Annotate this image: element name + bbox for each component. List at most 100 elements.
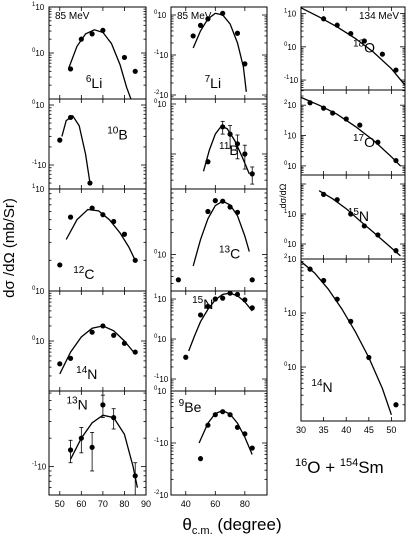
- data-point: [89, 329, 95, 335]
- data-point: [121, 231, 128, 237]
- data-point: [321, 277, 327, 284]
- x-tick-label: 60: [76, 499, 86, 509]
- panel-label-18O-sup: 18: [353, 39, 365, 50]
- y-tick-label-base: 10: [37, 463, 46, 472]
- y-tick-label-base: 10: [159, 491, 168, 500]
- x-tick-label: 80: [119, 499, 129, 509]
- panel-label-7Li: 7Li: [205, 74, 221, 91]
- data-point: [220, 198, 226, 204]
- y-tick-label-base: 10: [287, 309, 296, 318]
- data-point: [321, 191, 327, 198]
- panel-10B-1: 0 10-110 10B: [32, 98, 147, 190]
- data-point: [220, 409, 226, 415]
- data-point: [121, 340, 128, 346]
- data-point: [330, 110, 336, 116]
- x-tick-label: 30: [296, 425, 306, 435]
- y-tick-label-sup: 0: [284, 239, 288, 245]
- panel-label-13N-base: N: [78, 397, 88, 413]
- y-tick-label-base: 10: [287, 132, 296, 141]
- panel-label-10B: 10B: [107, 126, 127, 143]
- y-tick-label: 110: [154, 294, 167, 304]
- y-tick-label-sup: 0: [154, 99, 158, 105]
- data-point: [197, 312, 204, 318]
- y-tick-label-base: 10: [159, 439, 168, 448]
- y-tick-label-sup: -1: [32, 160, 38, 166]
- y-tick-label: 010: [284, 161, 297, 171]
- y-tick-label-base: 10: [287, 363, 296, 372]
- data-point: [89, 205, 95, 211]
- y-tick-label: 010: [284, 42, 297, 52]
- fit-curve: [70, 414, 139, 488]
- data-point: [132, 349, 138, 355]
- y-tick-label: -210: [154, 90, 169, 100]
- panel-label-9Be-sup: 9: [179, 398, 185, 409]
- panel-label-14N-base: N: [323, 379, 333, 395]
- y-tick-label-sup: 1: [284, 209, 288, 215]
- y-tick-label-sup: -1: [154, 50, 160, 56]
- data-point: [234, 30, 241, 36]
- data-point: [197, 22, 204, 28]
- reaction-el-1: O +: [307, 458, 340, 477]
- y-tick-label: 010: [32, 48, 45, 58]
- x-axis-label-sub: c.m.: [192, 525, 213, 537]
- y-tick-label-base: 10: [157, 335, 166, 344]
- data-point: [67, 355, 74, 361]
- data-point: [348, 211, 354, 217]
- data-point: [100, 323, 106, 329]
- y-tick-label: -110: [32, 462, 47, 472]
- panel-13C-7: 010 13C: [154, 188, 268, 292]
- data-point: [375, 139, 381, 145]
- y-tick-label: 010: [154, 10, 167, 20]
- panel-label-17O-base: O: [364, 134, 375, 150]
- panel-label-14N-base: N: [87, 366, 97, 382]
- y-tick-label-base: 10: [35, 337, 44, 346]
- data-point: [220, 295, 226, 301]
- panel-label-12C-sup: 12: [73, 265, 85, 276]
- data-point: [132, 473, 138, 479]
- data-point: [234, 424, 241, 430]
- panel-label-9Be: 9Be: [179, 398, 202, 415]
- data-point: [234, 209, 241, 215]
- panel-label-14N-sup: 14: [311, 378, 323, 389]
- fit-curve: [301, 7, 405, 86]
- data-point: [249, 277, 255, 283]
- x-tick-label: 70: [98, 499, 108, 509]
- y-tick-label-base: 10: [287, 162, 296, 171]
- y-tick-label: 010: [154, 334, 167, 344]
- data-point: [89, 444, 95, 450]
- data-point: [220, 10, 226, 16]
- y-tick-label-sup: 1: [284, 9, 288, 15]
- y-tick-label-sup: 0: [154, 250, 158, 256]
- y-tick-label: 010: [154, 99, 167, 109]
- data-point: [100, 402, 106, 408]
- panel-label-10B-base: B: [118, 127, 127, 143]
- y-tick-label-base: 10: [35, 287, 44, 296]
- data-point: [393, 248, 399, 254]
- y-tick-label-sup: 0: [154, 10, 158, 16]
- y-tick-label-sup: 0: [32, 48, 36, 54]
- x-tick-label: 90: [141, 499, 151, 509]
- y-axis-label-right: dσ/dΩ: [278, 183, 288, 208]
- panel-frame: [48, 290, 147, 392]
- y-tick-label-sup: 0: [32, 100, 36, 106]
- data-point: [227, 204, 233, 210]
- y-tick-label-base: 10: [37, 161, 46, 170]
- y-tick-label-sup: -1: [154, 438, 160, 444]
- data-point: [212, 198, 218, 204]
- y-tick-label: -110: [32, 160, 47, 170]
- data-point: [242, 431, 248, 437]
- reaction-el-2: Sm: [358, 458, 384, 477]
- y-tick-label-sup: 0: [154, 386, 158, 392]
- y-tick-label: 110: [32, 2, 45, 12]
- data-point: [205, 159, 211, 165]
- y-tick-label: 010: [284, 239, 297, 249]
- y-tick-label: 010: [154, 250, 167, 260]
- y-tick-label: 110: [284, 308, 297, 318]
- y-tick-label: -110: [154, 374, 169, 384]
- y-tick-label-base: 10: [157, 251, 166, 260]
- y-tick-label-sup: -1: [154, 374, 160, 380]
